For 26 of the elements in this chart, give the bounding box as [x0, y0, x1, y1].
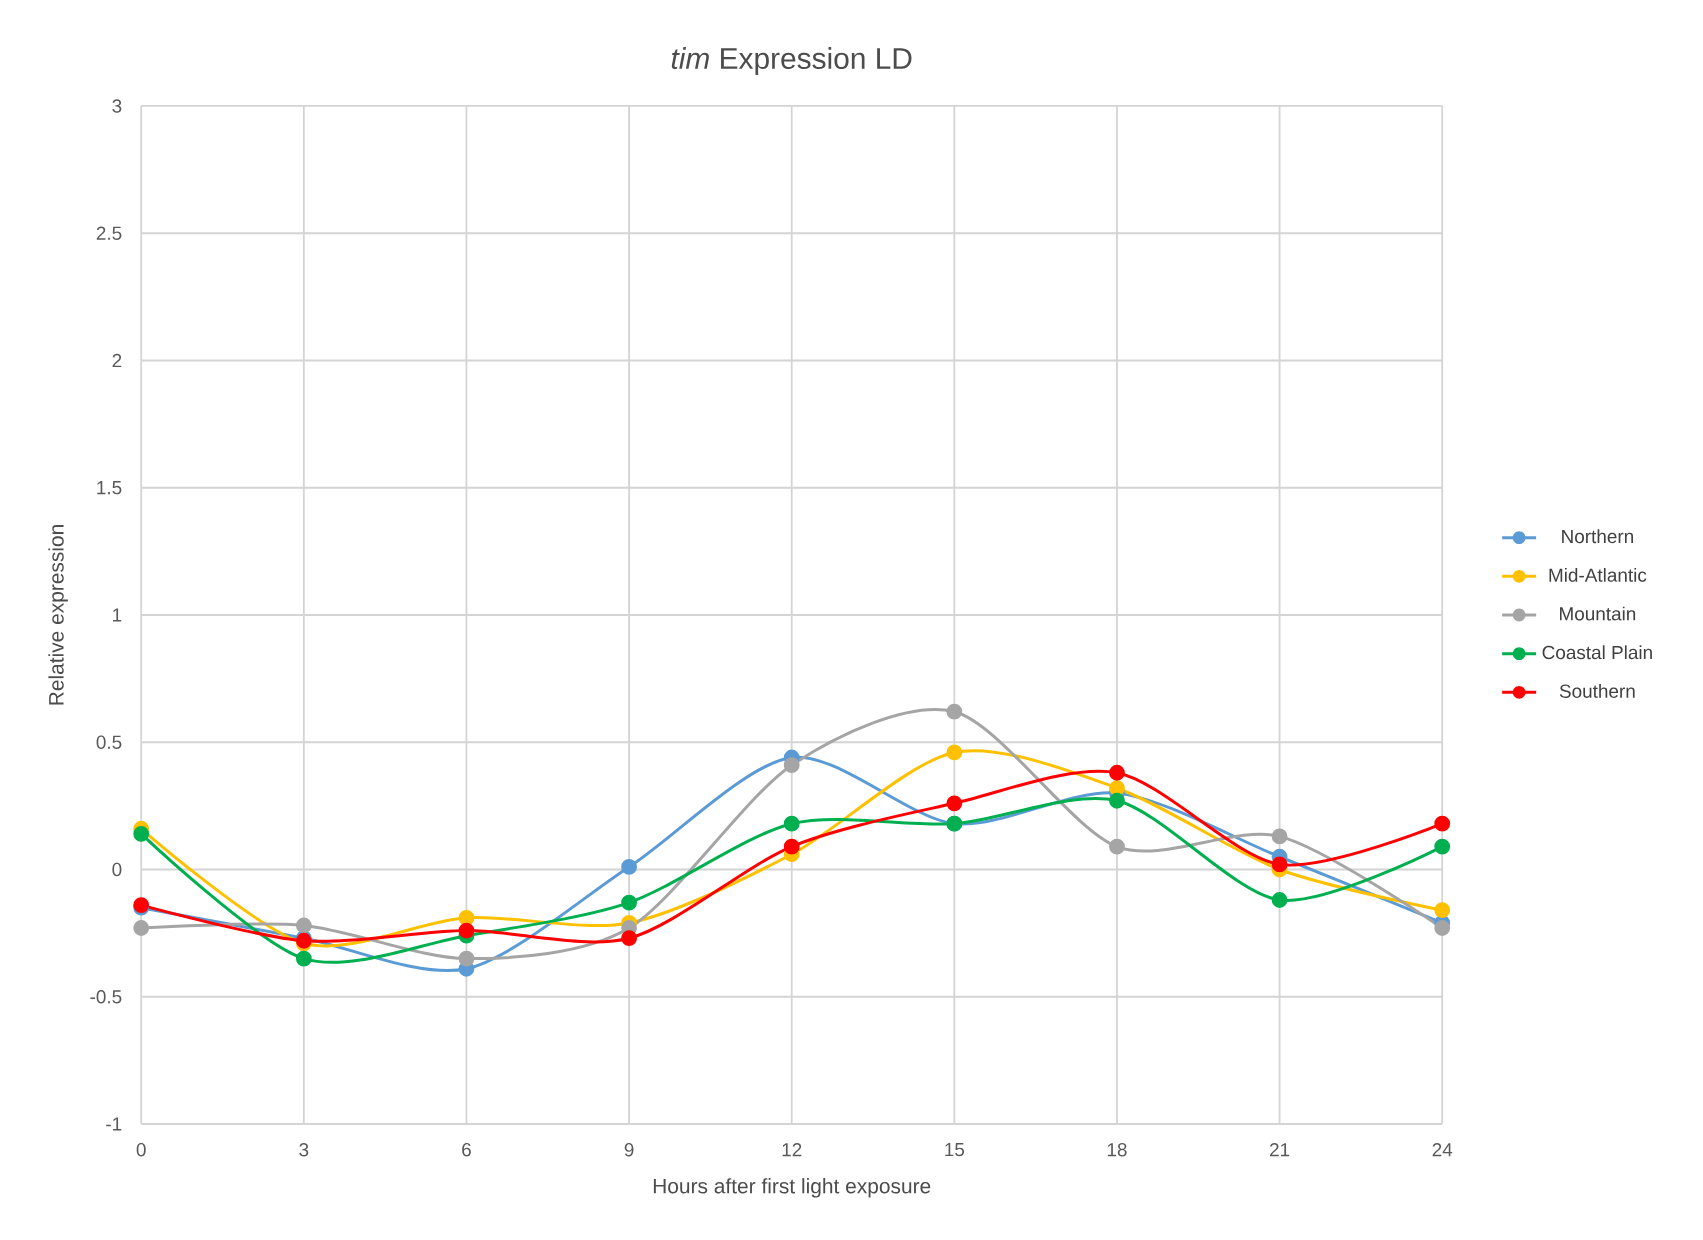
y-tick-label: 2 [112, 353, 122, 368]
x-tick-label: 9 [624, 1143, 634, 1157]
legend-label: Southern [1559, 683, 1635, 698]
x-tick-label: 18 [1107, 1143, 1127, 1157]
x-tick-label: 21 [1270, 1143, 1290, 1157]
y-axis-title: Relative expression [48, 525, 68, 705]
y-tick-label: 1 [113, 608, 122, 622]
y-tick-label: -0.5 [90, 990, 122, 1004]
x-tick-label: 12 [782, 1143, 802, 1157]
chart-title: tim Expression LD [671, 47, 912, 75]
legend-label: Mountain [1560, 606, 1636, 621]
x-tick-label: 6 [462, 1143, 471, 1157]
x-axis-title: Hours after first light exposure [653, 1178, 931, 1198]
y-tick-label: -1 [106, 1117, 122, 1131]
x-tick-label: 0 [136, 1143, 146, 1157]
x-tick-label: 3 [299, 1143, 309, 1157]
y-tick-label: 0 [112, 862, 122, 877]
legend-label: Mid-Atlantic [1549, 567, 1647, 582]
x-tick-label: 24 [1432, 1143, 1453, 1157]
x-tick-label: 15 [945, 1143, 965, 1157]
legend-label: Coastal Plain [1542, 645, 1652, 660]
y-tick-label: 1.5 [97, 481, 122, 495]
legend-label: Northern [1562, 529, 1633, 544]
y-tick-label: 0.5 [96, 735, 122, 749]
y-tick-label: 3 [112, 99, 122, 113]
y-tick-label: 2.5 [96, 226, 122, 240]
